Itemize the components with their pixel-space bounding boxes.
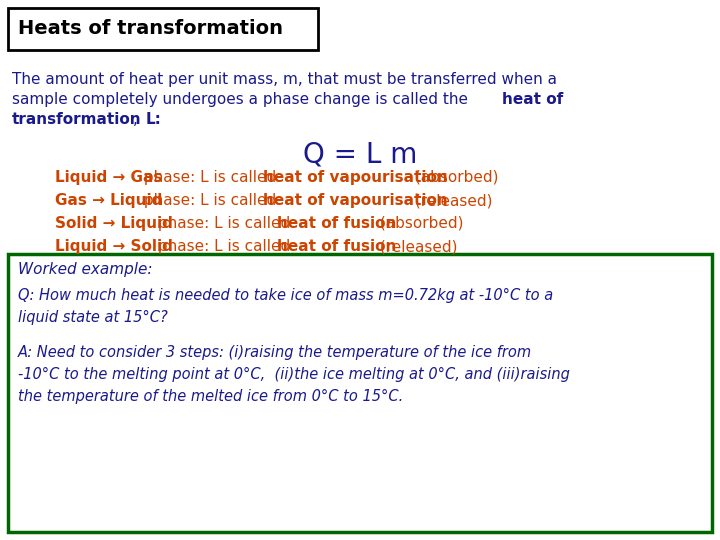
Text: phase: L is called: phase: L is called <box>153 239 295 254</box>
Text: Q = L m: Q = L m <box>303 140 417 168</box>
Text: L:: L: <box>146 112 162 127</box>
Text: phase: L is called: phase: L is called <box>139 170 281 185</box>
Bar <box>8 8 318 50</box>
Text: Worked example:: Worked example: <box>18 262 153 277</box>
Text: heat of vapourisation: heat of vapourisation <box>263 193 448 208</box>
Text: Solid → Liquid: Solid → Liquid <box>55 216 173 231</box>
Text: heat of fusion: heat of fusion <box>277 216 397 231</box>
Text: heat of fusion: heat of fusion <box>277 239 397 254</box>
Text: sample completely undergoes a phase change is called the: sample completely undergoes a phase chan… <box>12 92 473 107</box>
Text: heat of: heat of <box>502 92 563 107</box>
Text: Q: How much heat is needed to take ice of mass m=0.72kg at -10°C to a
liquid sta: Q: How much heat is needed to take ice o… <box>18 288 553 325</box>
Text: Liquid → Gas: Liquid → Gas <box>55 170 163 185</box>
Text: (absorbed): (absorbed) <box>375 216 464 231</box>
Text: (released): (released) <box>410 193 492 208</box>
Text: Liquid → Solid: Liquid → Solid <box>55 239 173 254</box>
Text: A: Need to consider 3 steps: (i)raising the temperature of the ice from
-10°C to: A: Need to consider 3 steps: (i)raising … <box>18 345 570 404</box>
Text: Heats of transformation: Heats of transformation <box>18 19 283 38</box>
Text: transformation: transformation <box>12 112 142 127</box>
Text: (released): (released) <box>375 239 457 254</box>
Text: heat of vapourisation: heat of vapourisation <box>263 170 448 185</box>
Text: ,: , <box>133 112 143 127</box>
Text: phase: L is called: phase: L is called <box>139 193 281 208</box>
Text: (absorbed): (absorbed) <box>410 170 498 185</box>
Text: phase: L is called: phase: L is called <box>153 216 295 231</box>
Text: The amount of heat per unit mass, m, that must be transferred when a: The amount of heat per unit mass, m, tha… <box>12 72 557 87</box>
Text: Gas → Liquid: Gas → Liquid <box>55 193 163 208</box>
Bar <box>8 254 712 532</box>
